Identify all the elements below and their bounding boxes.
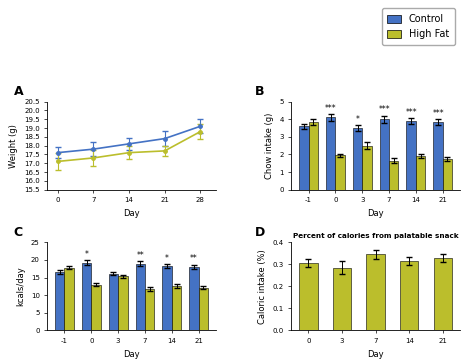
Title: Percent of calories from palatable snack: Percent of calories from palatable snack — [293, 233, 458, 239]
Bar — [109, 274, 118, 330]
Y-axis label: Chow intake (g): Chow intake (g) — [265, 113, 274, 179]
Bar — [309, 122, 318, 189]
Bar — [189, 267, 199, 330]
Bar — [299, 263, 318, 330]
Bar — [136, 264, 145, 330]
Legend: Control, High Fat: Control, High Fat — [382, 8, 455, 45]
Text: *: * — [165, 254, 169, 263]
Bar — [326, 118, 335, 189]
Y-axis label: Caloric intake (%): Caloric intake (%) — [258, 249, 267, 324]
Bar — [362, 146, 372, 189]
X-axis label: Day: Day — [367, 209, 384, 218]
X-axis label: Day: Day — [123, 350, 140, 359]
X-axis label: Day: Day — [123, 209, 140, 218]
Text: **: ** — [190, 254, 198, 264]
Bar — [366, 254, 385, 330]
Y-axis label: kcals/day: kcals/day — [16, 266, 25, 306]
Text: ***: *** — [325, 103, 337, 113]
Bar — [407, 121, 416, 189]
Text: *: * — [356, 115, 359, 124]
Text: C: C — [14, 226, 23, 239]
Text: *: * — [85, 250, 89, 259]
Text: **: ** — [137, 251, 144, 260]
X-axis label: Day: Day — [367, 350, 384, 359]
Bar — [433, 122, 443, 189]
Bar — [353, 128, 362, 189]
Bar — [91, 285, 100, 330]
Bar — [380, 119, 389, 189]
Bar — [333, 268, 351, 330]
Text: ***: *** — [405, 108, 417, 117]
Text: B: B — [255, 85, 264, 98]
Bar — [434, 258, 452, 330]
Bar — [416, 156, 425, 189]
Bar — [299, 126, 309, 189]
Bar — [172, 286, 181, 330]
Bar — [199, 288, 208, 330]
Text: A: A — [14, 85, 23, 98]
Bar — [55, 272, 64, 330]
Text: D: D — [255, 226, 264, 239]
Text: ***: *** — [379, 105, 390, 114]
Bar — [163, 266, 172, 330]
Bar — [443, 159, 452, 189]
Y-axis label: Weight (g): Weight (g) — [9, 124, 18, 168]
Bar — [389, 160, 399, 189]
Bar — [82, 263, 91, 330]
Bar — [400, 261, 419, 330]
Bar — [335, 155, 345, 189]
Bar — [64, 268, 74, 330]
Text: ***: *** — [432, 109, 444, 118]
Bar — [145, 289, 155, 330]
Bar — [118, 277, 128, 330]
